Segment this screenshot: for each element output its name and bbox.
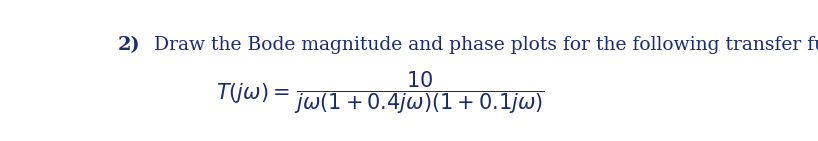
Text: $\dfrac{10}{j\omega(1 + 0.4j\omega)(1+0.1j\omega)}$: $\dfrac{10}{j\omega(1 + 0.4j\omega)(1+0.… xyxy=(294,70,545,116)
Text: $T(j\omega) =$: $T(j\omega) =$ xyxy=(215,81,290,105)
Text: 2): 2) xyxy=(118,37,141,54)
Text: Draw the Bode magnitude and phase plots for the following transfer function:: Draw the Bode magnitude and phase plots … xyxy=(155,37,818,54)
